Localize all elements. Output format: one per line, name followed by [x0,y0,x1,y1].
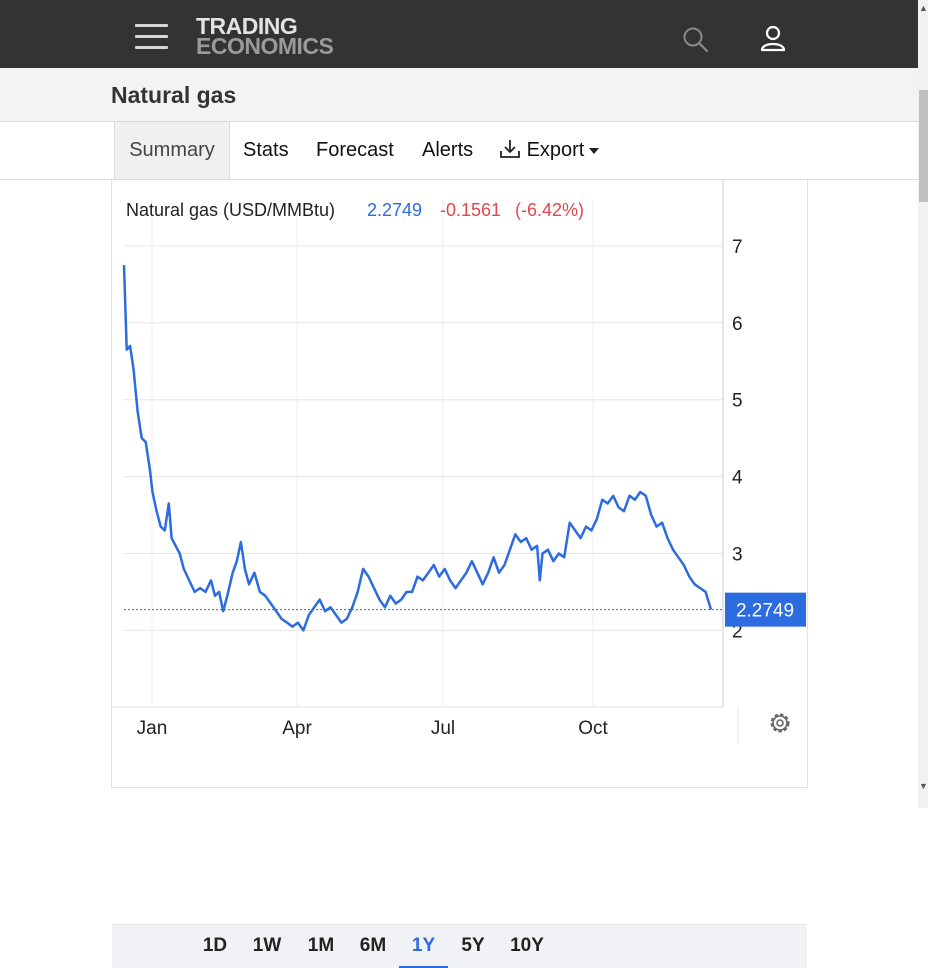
range-button-1y[interactable]: 1Y [399,925,448,968]
tab-stats[interactable]: Stats [243,122,289,179]
search-icon[interactable] [682,26,710,54]
legend-series-name: Natural gas (USD/MMBtu) [126,200,335,220]
logo-line-1: TRADING [196,13,298,39]
chart-panel: 2 3 4 5 6 7 Jan Apr Jul Oct 2.2749 Natural gas (U… [111,180,808,968]
y-tick-label: 5 [732,391,743,412]
range-button-1m[interactable]: 1M [307,935,335,956]
tab-forecast[interactable]: Forecast [316,122,394,179]
top-navbar: TRADING ECONOMICS [0,0,918,68]
range-button-10y[interactable]: 10Y [510,935,544,956]
scroll-up-arrow-icon[interactable]: ▲ [919,3,928,13]
tab-summary[interactable]: Summary [114,122,230,179]
tab-forecast-label: Forecast [316,139,394,161]
download-icon [500,139,520,158]
y-tick-label: 2 [732,621,743,642]
tab-summary-label: Summary [129,139,215,161]
range-button-6m[interactable]: 6M [359,935,387,956]
last-value-label: 2.2749 [736,601,794,622]
legend-change-pct: (-6.42%) [515,200,584,220]
tab-alerts-label: Alerts [422,139,474,161]
y-tick-label: 3 [732,545,743,566]
tab-stats-label: Stats [243,139,289,161]
x-tick-label: Jan [137,718,168,739]
tab-export[interactable]: Export [499,122,600,179]
user-icon[interactable] [759,24,787,54]
legend-change: -0.1561 [440,200,501,220]
scroll-down-arrow-icon[interactable]: ▼ [919,781,928,791]
title-bar: Natural gas [0,68,918,122]
x-tick-label: Apr [282,718,312,739]
page-title: Natural gas [111,82,237,108]
logo-line-2: ECONOMICS [196,33,334,59]
x-tick-label: Oct [578,718,608,739]
tab-export-label: Export [526,139,585,161]
legend-value: 2.2749 [367,200,422,220]
range-selector: 1D 1W 1M 6M 1Y 5Y 10Y [112,924,807,968]
tab-alerts[interactable]: Alerts [422,122,473,179]
hamburger-menu-icon[interactable] [135,24,169,50]
range-button-1w[interactable]: 1W [252,935,282,956]
scroll-thumb[interactable] [919,90,928,202]
y-tick-label: 4 [732,468,743,489]
gear-icon[interactable] [770,713,790,733]
y-tick-label: 6 [732,314,743,335]
range-button-1d[interactable]: 1D [202,935,228,956]
page-scrollbar[interactable]: ▲ ▼ [918,0,928,808]
logo[interactable]: TRADING ECONOMICS [196,13,334,59]
chevron-down-icon [589,147,600,154]
tab-bar: Summary Stats Forecast Alerts Export [0,122,918,180]
x-tick-label: Jul [431,718,455,739]
series-line [122,265,713,632]
last-value-badge [725,592,806,627]
range-button-5y[interactable]: 5Y [461,935,485,956]
y-tick-label: 7 [732,237,743,258]
price-chart[interactable]: 2 3 4 5 6 7 Jan Apr Jul Oct 2.2749 Natural gas (U… [112,180,807,744]
